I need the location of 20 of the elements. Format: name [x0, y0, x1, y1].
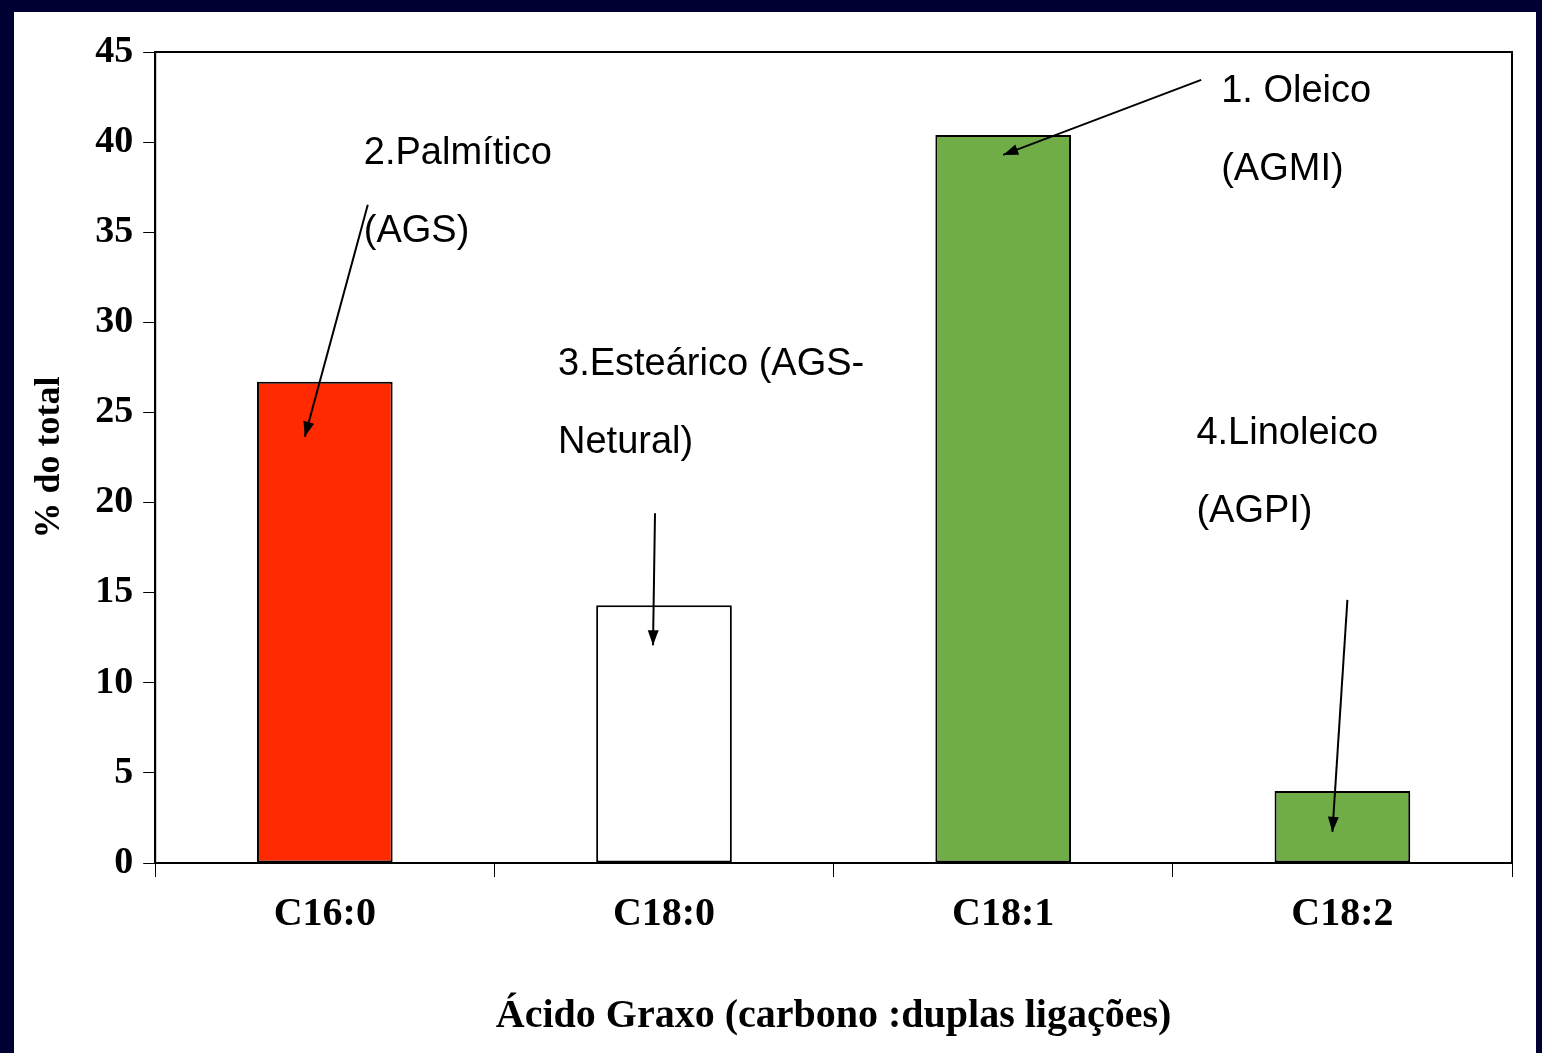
y-tick-label: 45: [95, 27, 134, 70]
x-tick-label: C18:1: [952, 889, 1055, 935]
y-tick-label: 30: [95, 298, 134, 341]
y-axis-title: % do total: [26, 376, 67, 539]
x-tick-label: C18:2: [1291, 889, 1394, 935]
y-tick-label: 15: [95, 568, 134, 611]
x-tick-label: C18:0: [612, 889, 716, 935]
y-tick-label: 0: [114, 838, 134, 881]
annotation: 1. Oleico (AGMI): [1221, 68, 1372, 189]
y-tick-label: 5: [114, 748, 134, 791]
y-tick-label: 35: [95, 208, 134, 251]
y-tick-label: 10: [95, 658, 134, 701]
y-tick-label: 40: [95, 117, 134, 160]
x-axis-title: Ácido Graxo (carbono :duplas ligações): [495, 991, 1172, 1037]
y-tick-label: 25: [95, 388, 134, 431]
y-tick-label: 20: [95, 478, 134, 521]
x-tick-label: C16:0: [273, 889, 376, 935]
annotation: 4.Linoleico (AGPI): [1196, 410, 1379, 531]
annotation: 3.Esteárico (AGS- Netural): [558, 340, 865, 461]
annotation: 2.Palmítico (AGS): [363, 130, 552, 251]
